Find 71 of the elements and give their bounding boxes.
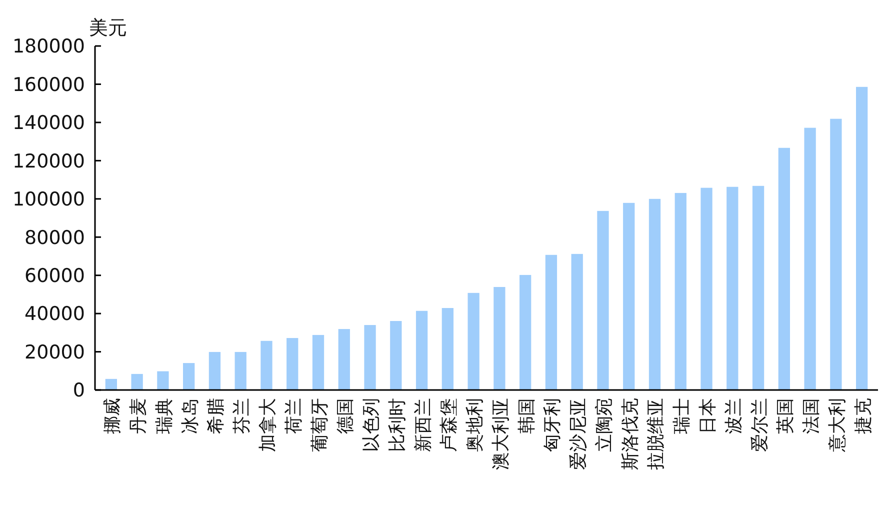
x-tick-label: 韩国 <box>516 398 538 434</box>
x-tick-label: 匈牙利 <box>542 398 564 452</box>
x-tick-label: 以色列 <box>361 398 382 452</box>
bar <box>338 329 350 390</box>
x-tick-label: 日本 <box>698 398 719 434</box>
x-tick-label: 德国 <box>335 398 356 434</box>
x-tick-label: 法国 <box>801 398 822 434</box>
x-tick-label: 比利时 <box>386 398 408 452</box>
x-tick-label: 瑞士 <box>672 398 693 434</box>
y-tick-label: 60000 <box>24 264 85 287</box>
x-tick-label: 荷兰 <box>283 398 304 434</box>
bar <box>468 292 480 390</box>
bar <box>312 334 324 390</box>
bar <box>623 202 635 390</box>
x-tick-label: 新西兰 <box>412 398 434 452</box>
x-tick-label: 卢森堡 <box>438 398 460 452</box>
x-tick-label: 立陶宛 <box>594 398 615 452</box>
bar <box>856 86 868 390</box>
y-tick-label: 120000 <box>12 150 85 172</box>
bar <box>260 340 272 390</box>
y-tick-label: 40000 <box>24 303 85 326</box>
bar <box>208 352 221 390</box>
x-tick-label: 捷克 <box>852 398 874 434</box>
bar <box>545 254 558 390</box>
y-tick-label: 20000 <box>24 341 85 364</box>
x-tick-label: 拉脱维亚 <box>646 398 667 470</box>
x-tick-label: 爱沙尼亚 <box>568 398 590 470</box>
x-tick-label: 斯洛伐克 <box>620 398 641 470</box>
x-tick-label: 冰岛 <box>180 398 201 434</box>
bar <box>494 286 506 390</box>
y-tick-label: 0 <box>72 380 85 402</box>
bar <box>157 371 169 390</box>
bar <box>131 374 143 390</box>
y-tick-label: 100000 <box>12 188 85 211</box>
x-tick-label: 瑞典 <box>154 398 175 434</box>
bar <box>700 188 712 390</box>
x-tick-label: 丹麦 <box>128 398 150 434</box>
x-tick-label: 意大利 <box>826 398 848 453</box>
x-tick-label: 芬兰 <box>232 398 253 434</box>
bar <box>830 118 842 390</box>
bar <box>234 352 246 390</box>
bar <box>726 186 738 390</box>
x-tick-label: 希腊 <box>206 398 227 434</box>
x-tick-label: 奥地利 <box>464 398 486 452</box>
x-tick-label: 澳大利亚 <box>490 398 512 470</box>
bar <box>778 148 790 390</box>
bar <box>183 363 195 390</box>
y-tick-label: 180000 <box>12 36 85 58</box>
bar <box>752 186 764 390</box>
bar <box>674 192 686 390</box>
bar <box>105 378 117 390</box>
bar <box>648 198 661 390</box>
bar <box>390 321 402 390</box>
bar <box>442 308 454 390</box>
y-tick-label: 80000 <box>24 226 85 249</box>
bar <box>597 210 609 390</box>
bar <box>571 254 583 390</box>
y-axis-title: 美元 <box>89 17 127 39</box>
bar <box>364 325 376 390</box>
y-tick-label: 140000 <box>12 112 85 134</box>
x-tick-label: 波兰 <box>723 398 744 434</box>
x-tick-label: 挪威 <box>102 398 124 434</box>
x-tick-label: 爱尔兰 <box>749 398 770 452</box>
y-tick-label: 160000 <box>12 74 85 96</box>
bar <box>804 128 816 390</box>
x-tick-label: 葡萄牙 <box>309 398 330 452</box>
bar <box>520 274 532 390</box>
x-tick-label: 加拿大 <box>257 398 278 452</box>
bar <box>286 338 298 390</box>
bar <box>416 310 428 390</box>
x-tick-label: 英国 <box>775 398 796 434</box>
